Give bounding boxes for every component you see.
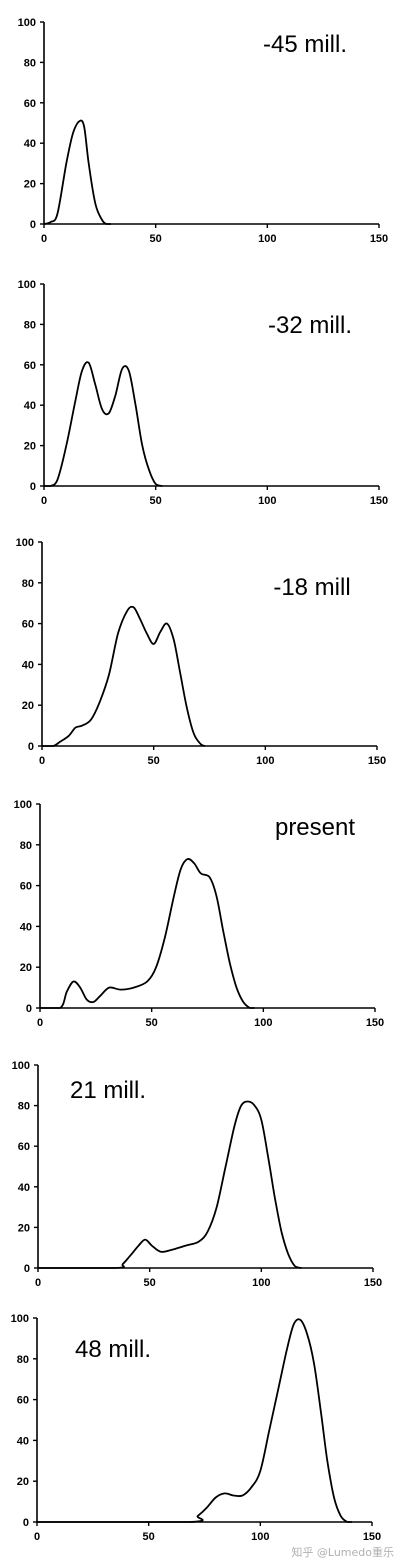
y-tick-label: 40 bbox=[17, 1435, 29, 1447]
y-tick-label: 0 bbox=[30, 481, 36, 493]
series-line bbox=[37, 1318, 352, 1523]
x-tick-label: 50 bbox=[146, 1017, 158, 1029]
y-tick-label: 0 bbox=[23, 1517, 29, 1529]
x-tick-label: 0 bbox=[39, 755, 45, 767]
y-tick-label: 100 bbox=[18, 279, 36, 291]
y-tick-label: 80 bbox=[24, 57, 36, 69]
y-tick-label: 80 bbox=[17, 1354, 29, 1366]
y-tick-label: 40 bbox=[20, 921, 32, 933]
chart-title: -32 mill. bbox=[268, 312, 352, 339]
y-tick-label: 0 bbox=[28, 741, 34, 753]
y-tick-label: 100 bbox=[12, 1060, 30, 1072]
x-tick-label: 100 bbox=[251, 1531, 269, 1543]
y-tick-label: 0 bbox=[24, 1263, 30, 1275]
y-tick-label: 60 bbox=[17, 1395, 29, 1407]
x-tick-label: 50 bbox=[143, 1531, 155, 1543]
chart-title: 48 mill. bbox=[75, 1336, 151, 1363]
y-tick-label: 20 bbox=[17, 1476, 29, 1488]
y-tick-label: 40 bbox=[22, 659, 34, 671]
x-tick-label: 150 bbox=[363, 1531, 381, 1543]
chart-panel: 0 20 40 60 80 100 0 50 100 150 21 mill. bbox=[12, 1060, 383, 1289]
y-tick-label: 60 bbox=[18, 1141, 30, 1153]
y-tick-label: 40 bbox=[24, 400, 36, 412]
y-tick-label: 60 bbox=[24, 360, 36, 372]
y-tick-label: 60 bbox=[24, 98, 36, 110]
x-tick-label: 150 bbox=[370, 233, 388, 245]
x-tick-label: 0 bbox=[37, 1017, 43, 1029]
chart-panel: 0 20 40 60 80 100 0 50 100 150 48 mill. bbox=[11, 1313, 382, 1543]
chart-title: -18 mill bbox=[273, 574, 350, 601]
x-tick-label: 100 bbox=[258, 495, 276, 507]
series-line bbox=[43, 119, 111, 225]
x-tick-label: 150 bbox=[364, 1277, 382, 1289]
x-tick-label: 50 bbox=[144, 1277, 156, 1289]
x-tick-label: 100 bbox=[254, 1017, 272, 1029]
y-tick-label: 20 bbox=[22, 700, 34, 712]
y-tick-label: 80 bbox=[24, 319, 36, 331]
x-tick-label: 100 bbox=[252, 1277, 270, 1289]
y-tick-label: 100 bbox=[18, 17, 36, 29]
y-tick-label: 20 bbox=[24, 179, 36, 191]
x-tick-label: 150 bbox=[368, 755, 386, 767]
chart-title: -45 mill. bbox=[263, 31, 347, 58]
series-line bbox=[42, 605, 206, 747]
x-tick-label: 0 bbox=[41, 233, 47, 245]
y-tick-label: 20 bbox=[24, 441, 36, 453]
y-tick-label: 60 bbox=[22, 619, 34, 631]
y-tick-label: 0 bbox=[30, 219, 36, 231]
y-tick-label: 80 bbox=[18, 1101, 30, 1113]
chart-title: present bbox=[275, 814, 355, 841]
series-line bbox=[38, 1100, 302, 1269]
y-tick-label: 40 bbox=[24, 138, 36, 150]
x-tick-label: 50 bbox=[150, 233, 162, 245]
x-tick-label: 50 bbox=[148, 755, 160, 767]
x-tick-label: 0 bbox=[35, 1277, 41, 1289]
x-tick-label: 100 bbox=[258, 233, 276, 245]
chart-panel: 0 20 40 60 80 100 0 50 100 150 -32 mill. bbox=[18, 279, 389, 507]
chart-panel: 0 20 40 60 80 100 0 50 100 150 -18 mill bbox=[16, 537, 387, 767]
x-tick-label: 150 bbox=[366, 1017, 384, 1029]
y-tick-label: 40 bbox=[18, 1182, 30, 1194]
y-tick-label: 80 bbox=[22, 578, 34, 590]
y-tick-label: 20 bbox=[18, 1222, 30, 1234]
x-tick-label: 100 bbox=[256, 755, 274, 767]
x-tick-label: 50 bbox=[150, 495, 162, 507]
series-line bbox=[44, 361, 163, 487]
x-tick-label: 0 bbox=[34, 1531, 40, 1543]
y-tick-label: 80 bbox=[20, 840, 32, 852]
y-tick-label: 100 bbox=[14, 799, 32, 811]
y-tick-label: 0 bbox=[26, 1003, 32, 1015]
watermark-text: 知乎 @Lumedo重乐 bbox=[291, 1546, 394, 1559]
y-tick-label: 100 bbox=[11, 1313, 29, 1325]
chart-panel: 0 20 40 60 80 100 0 50 100 150 -45 mill. bbox=[18, 17, 389, 245]
series-line bbox=[40, 857, 255, 1009]
y-tick-label: 60 bbox=[20, 881, 32, 893]
chart-panel: 0 20 40 60 80 100 0 50 100 150 present bbox=[14, 799, 385, 1029]
y-tick-label: 20 bbox=[20, 962, 32, 974]
x-tick-label: 0 bbox=[41, 495, 47, 507]
chart-title: 21 mill. bbox=[70, 1077, 146, 1104]
x-tick-label: 150 bbox=[370, 495, 388, 507]
y-tick-label: 100 bbox=[16, 537, 34, 549]
